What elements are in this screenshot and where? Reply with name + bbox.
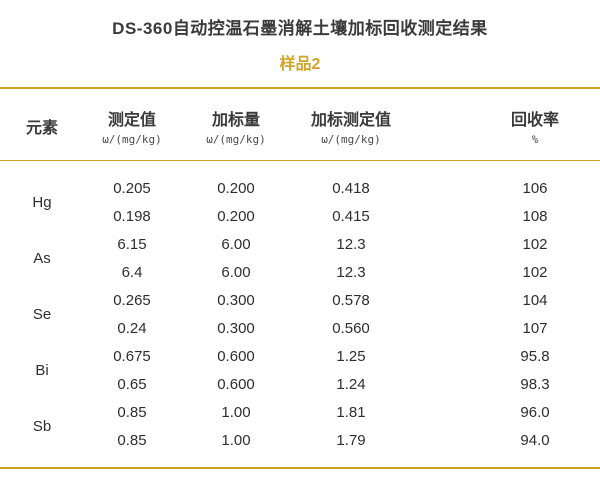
value-cell: 1.24 bbox=[336, 375, 366, 393]
value-cell: 0.675 bbox=[113, 347, 151, 365]
column-header-label: 回收率 bbox=[510, 112, 559, 129]
value-cell: 0.418 bbox=[332, 179, 370, 197]
value-cell: 0.200 bbox=[217, 179, 255, 197]
column-header-unit: ω/(mg/kg) bbox=[206, 133, 266, 146]
group-rows: 0.265 0.300 0.578 104 0.24 0.300 0.560 1… bbox=[84, 286, 600, 342]
table-row: 0.85 1.00 1.79 94.0 bbox=[84, 426, 600, 454]
column-header-unit: ω/(mg/kg) bbox=[321, 133, 381, 146]
value-cell: 102 bbox=[522, 235, 548, 253]
element-group-bi: Bi 0.675 0.600 1.25 95.8 0.65 0.600 1.24 bbox=[0, 342, 600, 398]
value-cell: 102 bbox=[522, 263, 548, 281]
value-cell: 106 bbox=[522, 179, 548, 197]
value-cell: 0.600 bbox=[217, 347, 255, 365]
value-cell: 1.79 bbox=[336, 431, 366, 449]
column-header-unit: ω/(mg/kg) bbox=[102, 133, 162, 146]
element-label: Se bbox=[32, 305, 52, 323]
table-row: 0.265 0.300 0.578 104 bbox=[84, 286, 600, 314]
element-group-hg: Hg 0.205 0.200 0.418 106 0.198 0.200 0.4… bbox=[0, 174, 600, 230]
header-spacer bbox=[410, 98, 470, 160]
element-label: Hg bbox=[32, 193, 52, 211]
value-cell: 1.00 bbox=[221, 403, 251, 421]
column-header-spiked-amount: 加标量 ω/(mg/kg) bbox=[180, 98, 292, 160]
table-body: Hg 0.205 0.200 0.418 106 0.198 0.200 0.4… bbox=[0, 161, 600, 467]
table-row: 0.198 0.200 0.415 108 bbox=[84, 202, 600, 230]
table-row: 0.24 0.300 0.560 107 bbox=[84, 314, 600, 342]
value-cell: 0.24 bbox=[117, 319, 147, 337]
table-row: 0.85 1.00 1.81 96.0 bbox=[84, 398, 600, 426]
element-label: Sb bbox=[32, 417, 52, 435]
table-row: 6.15 6.00 12.3 102 bbox=[84, 230, 600, 258]
value-cell: 0.600 bbox=[217, 375, 255, 393]
value-cell: 12.3 bbox=[336, 263, 366, 281]
element-group-as: As 6.15 6.00 12.3 102 6.4 6.00 12.3 bbox=[0, 230, 600, 286]
value-cell: 6.15 bbox=[117, 235, 147, 253]
element-label: As bbox=[33, 249, 51, 267]
value-cell: 98.3 bbox=[520, 375, 550, 393]
value-cell: 0.300 bbox=[217, 319, 255, 337]
value-cell: 1.25 bbox=[336, 347, 366, 365]
value-cell: 6.00 bbox=[221, 263, 251, 281]
column-header-label: 加标量 bbox=[211, 112, 260, 129]
column-header-label: 测定值 bbox=[107, 112, 156, 129]
table-header-row: 元素 测定值 ω/(mg/kg) 加标量 ω/(mg/kg) 加标测定值 ω/(… bbox=[0, 89, 600, 161]
table-bottom-rule bbox=[0, 467, 600, 469]
element-label: Bi bbox=[35, 361, 49, 379]
value-cell: 0.265 bbox=[113, 291, 151, 309]
value-cell: 95.8 bbox=[520, 347, 550, 365]
group-rows: 0.675 0.600 1.25 95.8 0.65 0.600 1.24 98… bbox=[84, 342, 600, 398]
value-cell: 0.85 bbox=[117, 403, 147, 421]
value-cell: 108 bbox=[522, 207, 548, 225]
column-header-measured: 测定值 ω/(mg/kg) bbox=[84, 98, 180, 160]
column-header-label: 加标测定值 bbox=[310, 112, 391, 129]
group-rows: 0.205 0.200 0.418 106 0.198 0.200 0.415 … bbox=[84, 174, 600, 230]
element-group-sb: Sb 0.85 1.00 1.81 96.0 0.85 1.00 1.79 bbox=[0, 398, 600, 454]
value-cell: 1.00 bbox=[221, 431, 251, 449]
column-header-element: 元素 bbox=[0, 98, 84, 160]
value-cell: 0.65 bbox=[117, 375, 147, 393]
table-row: 6.4 6.00 12.3 102 bbox=[84, 258, 600, 286]
value-cell: 94.0 bbox=[520, 431, 550, 449]
value-cell: 1.81 bbox=[336, 403, 366, 421]
table-row: 0.675 0.600 1.25 95.8 bbox=[84, 342, 600, 370]
table-row: 0.65 0.600 1.24 98.3 bbox=[84, 370, 600, 398]
page-title: DS-360自动控温石墨消解土壤加标回收测定结果 bbox=[112, 19, 488, 38]
column-header-recovery: 回收率 % bbox=[470, 98, 600, 160]
results-table: 元素 测定值 ω/(mg/kg) 加标量 ω/(mg/kg) 加标测定值 ω/(… bbox=[0, 87, 600, 469]
column-header-spiked-measured: 加标测定值 ω/(mg/kg) bbox=[292, 98, 410, 160]
value-cell: 0.198 bbox=[113, 207, 151, 225]
value-cell: 6.4 bbox=[121, 263, 143, 281]
group-rows: 0.85 1.00 1.81 96.0 0.85 1.00 1.79 94.0 bbox=[84, 398, 600, 454]
value-cell: 0.85 bbox=[117, 431, 147, 449]
table-row: 0.205 0.200 0.418 106 bbox=[84, 174, 600, 202]
value-cell: 0.560 bbox=[332, 319, 370, 337]
group-rows: 6.15 6.00 12.3 102 6.4 6.00 12.3 102 bbox=[84, 230, 600, 286]
value-cell: 0.205 bbox=[113, 179, 151, 197]
element-group-se: Se 0.265 0.300 0.578 104 0.24 0.300 0.56… bbox=[0, 286, 600, 342]
value-cell: 104 bbox=[522, 291, 548, 309]
value-cell: 107 bbox=[522, 319, 548, 337]
value-cell: 0.200 bbox=[217, 207, 255, 225]
column-header-label: 元素 bbox=[25, 120, 58, 137]
value-cell: 12.3 bbox=[336, 235, 366, 253]
value-cell: 96.0 bbox=[520, 403, 550, 421]
value-cell: 0.578 bbox=[332, 291, 370, 309]
value-cell: 0.300 bbox=[217, 291, 255, 309]
column-header-unit: % bbox=[531, 133, 539, 146]
sample-label: 样品2 bbox=[279, 56, 321, 73]
value-cell: 6.00 bbox=[221, 235, 251, 253]
value-cell: 0.415 bbox=[332, 207, 370, 225]
